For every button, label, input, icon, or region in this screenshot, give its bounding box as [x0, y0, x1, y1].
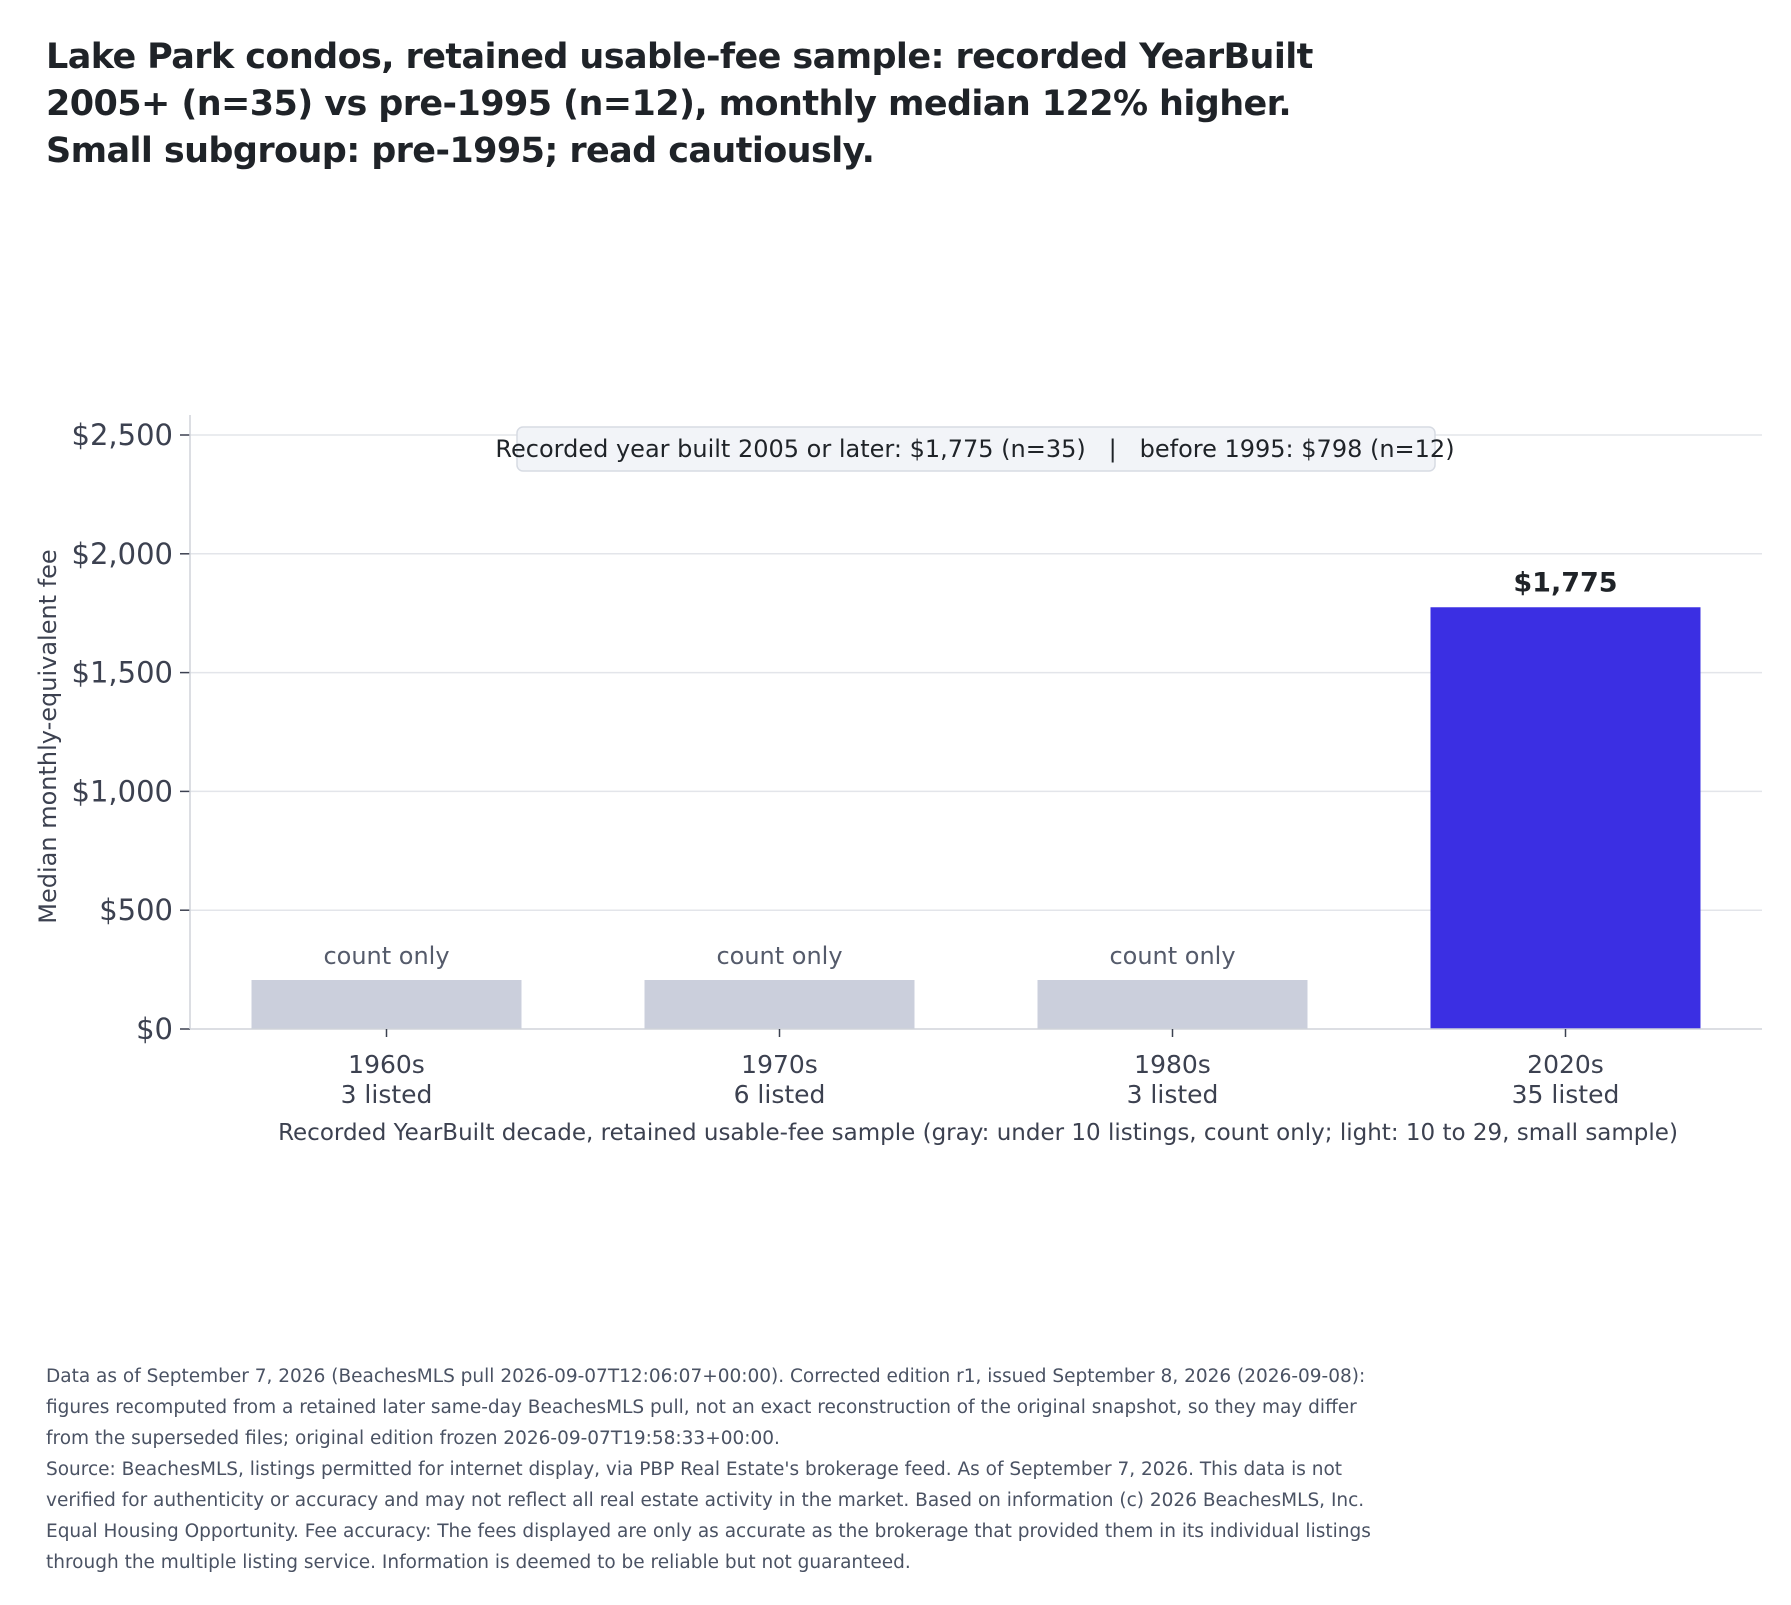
y-tick-label: $1,000 — [72, 774, 173, 808]
bar-value-label: count only — [716, 942, 842, 970]
bar-2020s — [1430, 607, 1701, 1029]
footnote-data-note: Data as of September 7, 2026 (BeachesMLS… — [46, 1366, 1366, 1449]
chart-title: Lake Park condos, retained usable-fee sa… — [46, 37, 1313, 171]
labels: $0 $500 $1,000 $1,500 $2,000 $2,500 count only… — [72, 418, 1620, 1109]
bar-value-label: count only — [323, 942, 449, 970]
x-tick-label: 1960s — [348, 1050, 425, 1079]
y-tick-label: $500 — [99, 893, 173, 927]
x-tick-label: 2020s — [1527, 1050, 1604, 1079]
annotation-text: Recorded year built 2005 or later: $1,77… — [495, 435, 1454, 463]
bar-chart: $0 $500 $1,000 $1,500 $2,000 $2,500 count only… — [34, 415, 1762, 1146]
footnote-source-note: Source: BeachesMLS, listings permitted f… — [46, 1459, 1371, 1573]
bar-value-label: $1,775 — [1513, 567, 1617, 598]
bar-1980s — [1037, 980, 1308, 1029]
y-axis-label: Median monthly-equivalent fee — [34, 549, 62, 923]
annotation-box-frame — [516, 426, 1436, 472]
annotation-box: Recorded year built 2005 or later: $1,77… — [495, 426, 1455, 472]
bar-1970s — [644, 980, 915, 1029]
x-axis-label: Recorded YearBuilt decade, retained usab… — [278, 1120, 1678, 1146]
y-tick-label: $2,500 — [72, 418, 173, 452]
x-tick-count-label: 3 listed — [1127, 1080, 1219, 1109]
x-tick-label: 1970s — [741, 1050, 818, 1079]
footnote: Data as of September 7, 2026 (BeachesMLS… — [46, 1361, 1386, 1578]
bars — [251, 607, 1701, 1029]
bar-value-label: count only — [1109, 942, 1235, 970]
x-tick-count-label: 6 listed — [734, 1080, 826, 1109]
y-tick-label: $2,000 — [72, 537, 173, 571]
bar-1960s — [251, 980, 522, 1029]
x-tick-label: 1980s — [1134, 1050, 1211, 1079]
x-tick-count-label: 3 listed — [341, 1080, 433, 1109]
x-tick-count-label: 35 listed — [1512, 1080, 1620, 1109]
axes — [180, 415, 1762, 1037]
y-tick-label: $1,500 — [72, 656, 173, 690]
y-tick-label: $0 — [136, 1012, 173, 1046]
